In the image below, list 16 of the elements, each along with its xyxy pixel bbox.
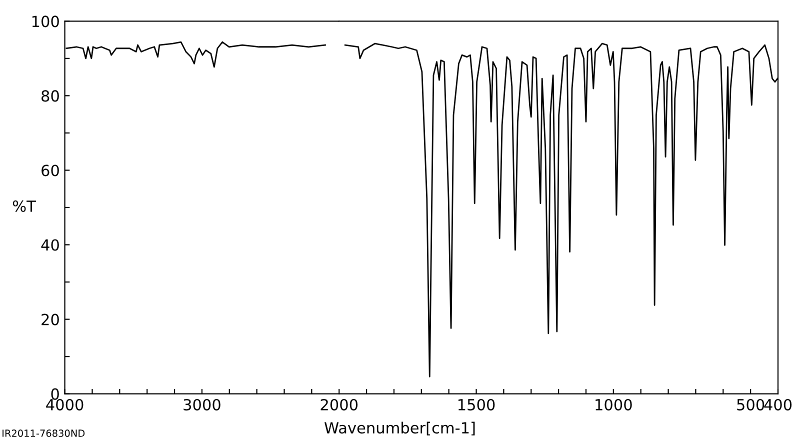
y-tick-label: 0	[51, 388, 59, 400]
x-tick-label: 1500	[458, 398, 495, 410]
x-tick-label: 3000	[184, 398, 220, 410]
x-tick-label: 500	[737, 398, 764, 410]
y-tick-label: 60	[42, 164, 59, 176]
y-tick-label: 40	[41, 239, 59, 251]
x-tick-label: 1000	[596, 398, 632, 410]
y-tick-label: 80	[42, 90, 59, 102]
y-tick-label: 20	[42, 314, 59, 326]
y-tick-label: 100	[32, 16, 59, 28]
y-axis-title: %T	[12, 200, 36, 212]
x-tick-label: 400	[764, 398, 792, 410]
x-tick-label: 4000	[46, 398, 84, 410]
x-axis-title: Wavenumber[cm-1]	[324, 422, 475, 436]
text: IR2011-76830ND	[2, 430, 85, 437]
x-tick-label: 2000	[320, 398, 358, 410]
